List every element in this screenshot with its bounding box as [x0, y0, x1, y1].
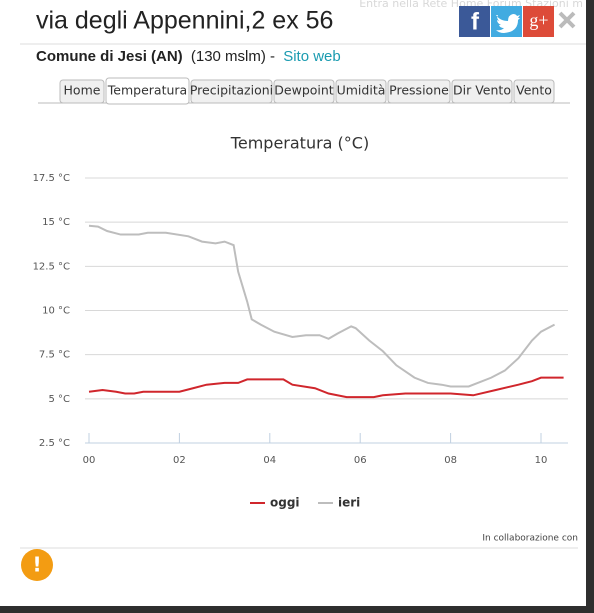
googleplus-button[interactable] — [523, 6, 554, 37]
tab[interactable] — [105, 77, 190, 105]
facebook-button[interactable] — [459, 6, 490, 37]
tab-bar: Home Temperatura Precipitazioni Dewpoint Umi… — [38, 77, 570, 105]
series-line — [88, 224, 556, 388]
tab-label: Vento — [516, 83, 552, 98]
googleplus-icon: g+ — [529, 10, 548, 30]
x-tick-label: 00 — [83, 455, 96, 466]
x-tick-label: 02 — [173, 455, 186, 466]
chart-title: Temperatura (°C) — [230, 134, 369, 153]
y-tick-label: 15 °C — [42, 217, 70, 228]
site-link[interactable]: Sito web — [283, 48, 341, 65]
tab[interactable] — [335, 79, 387, 104]
y-tick-label: 7.5 °C — [39, 350, 70, 361]
tab[interactable] — [513, 79, 555, 104]
subtitle: Comune di Jesi (AN) (130 mslm) - Sito we… — [36, 48, 341, 65]
altitude: (130 mslm) - — [191, 48, 275, 65]
tab-label: Dewpoint — [274, 83, 334, 98]
tab[interactable] — [59, 79, 105, 104]
y-tick-label: 17.5 °C — [33, 173, 70, 184]
facebook-icon: f — [471, 8, 480, 35]
twitter-icon — [496, 14, 520, 33]
place: Comune di Jesi (AN) — [36, 48, 183, 65]
tab-label: Precipitazioni — [190, 83, 273, 98]
tab-label: Temperatura — [107, 83, 187, 98]
series-line — [88, 376, 564, 399]
y-tick-label: 2.5 °C — [39, 438, 70, 449]
station-title: via degli Appennini,2 ex 56 — [36, 7, 333, 35]
legend-label[interactable]: ieri — [338, 496, 360, 510]
y-tick-label: 12.5 °C — [33, 261, 70, 272]
x-tick-label: 04 — [263, 455, 276, 466]
tab-label: Umidità — [337, 83, 386, 98]
tab[interactable] — [451, 79, 513, 104]
y-tick-label: 10 °C — [42, 306, 70, 317]
close-button[interactable] — [558, 11, 576, 29]
tab[interactable] — [273, 79, 335, 104]
credit: In collaborazione con — [482, 534, 578, 544]
top-nav[interactable]: Entra nella Rete Home Forum Stazioni m — [359, 0, 583, 10]
y-tick-label: 5 °C — [48, 394, 70, 405]
tab-label: Pressione — [389, 83, 449, 98]
tab[interactable] — [387, 79, 451, 104]
chart: Temperatura (°C) 2.5 °C 5 °C 7.5 °C 10 °C 12.… — [33, 134, 568, 510]
tab-label: Home — [64, 83, 101, 98]
alert-symbol: ! — [32, 553, 41, 577]
tab-label: Dir Vento — [453, 83, 511, 98]
x-tick-label: 06 — [354, 455, 367, 466]
x-tick-label: 10 — [535, 455, 548, 466]
legend-label[interactable]: oggi — [270, 496, 300, 510]
tab[interactable] — [190, 79, 273, 104]
alert-icon[interactable] — [21, 549, 53, 581]
x-tick-label: 08 — [444, 455, 457, 466]
